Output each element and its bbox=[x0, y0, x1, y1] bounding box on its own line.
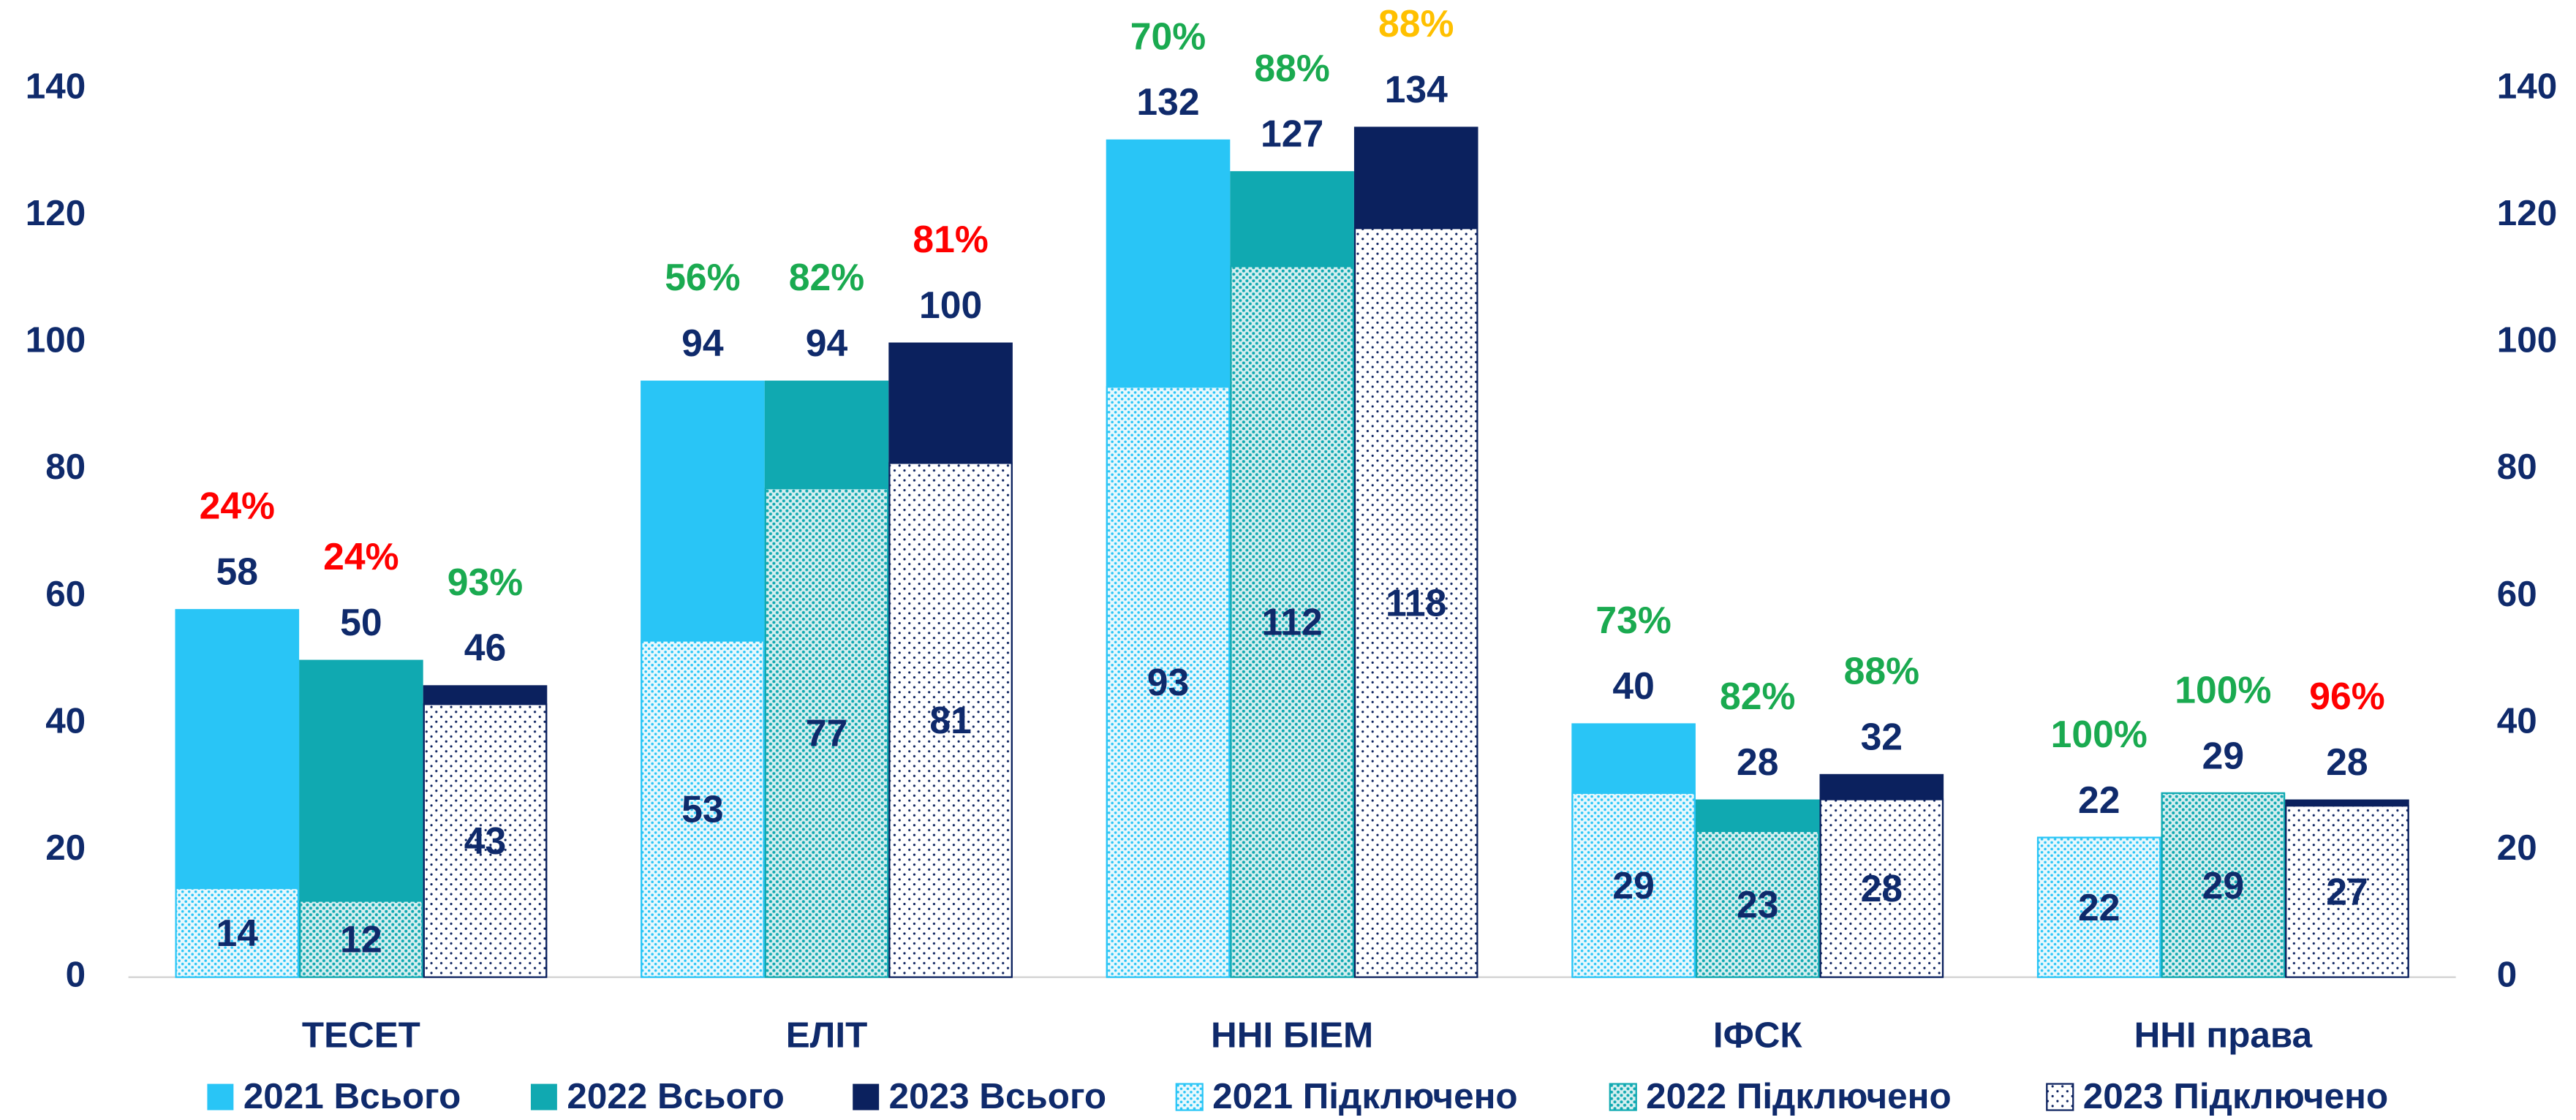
legend-label: 2023 Підключено bbox=[2083, 1076, 2388, 1116]
value-label: 29 bbox=[1612, 864, 1654, 907]
value-label: 53 bbox=[681, 788, 723, 830]
value-label: 112 bbox=[1261, 601, 1322, 643]
y-tick-label: 20 bbox=[45, 828, 86, 868]
value-label: 14 bbox=[216, 912, 259, 954]
x-tick-label: ІФСК bbox=[1713, 1015, 1803, 1056]
percent-label: 88% bbox=[1254, 47, 1329, 89]
y2-tick-label: 40 bbox=[2497, 700, 2537, 741]
value-label: 27 bbox=[2326, 871, 2368, 913]
percent-label: 82% bbox=[1720, 675, 1795, 717]
connected-bar bbox=[1353, 227, 1478, 978]
value-label: 23 bbox=[1737, 883, 1778, 926]
connected-bar bbox=[1106, 386, 1231, 978]
y2-tick-label: 100 bbox=[2497, 320, 2557, 360]
y2-tick-label: 140 bbox=[2497, 66, 2557, 106]
legend-label: 2021 Підключено bbox=[1212, 1076, 1517, 1116]
percent-label: 82% bbox=[789, 256, 864, 298]
percent-label: 24% bbox=[200, 485, 275, 527]
value-label: 12 bbox=[340, 918, 382, 961]
legend-swatch bbox=[1609, 1083, 1637, 1111]
percent-label: 100% bbox=[2051, 713, 2148, 755]
percent-label: 96% bbox=[2309, 675, 2384, 717]
legend-label: 2021 Всього bbox=[243, 1076, 461, 1116]
value-label: 22 bbox=[2078, 886, 2120, 928]
value-label: 94 bbox=[681, 322, 724, 364]
x-tick-label: ЕЛІТ bbox=[786, 1015, 868, 1056]
value-label: 93 bbox=[1147, 661, 1189, 703]
legend-label: 2023 Всього bbox=[889, 1076, 1106, 1116]
connected-bar bbox=[1230, 265, 1354, 978]
value-label: 118 bbox=[1386, 582, 1446, 624]
y-tick-label: 140 bbox=[26, 66, 86, 106]
connected-bar bbox=[299, 900, 423, 978]
connected-bar bbox=[2036, 836, 2161, 978]
y-tick-label: 40 bbox=[45, 700, 86, 741]
y-tick-label: 120 bbox=[26, 193, 86, 233]
x-tick-label: ННІ БІЕМ bbox=[1211, 1015, 1373, 1056]
percent-label: 88% bbox=[1378, 2, 1454, 45]
value-label: 28 bbox=[2326, 741, 2368, 783]
y2-tick-label: 60 bbox=[2497, 574, 2537, 614]
value-label: 32 bbox=[1861, 715, 1903, 757]
value-label: 46 bbox=[464, 627, 506, 669]
value-label: 29 bbox=[2202, 734, 2244, 776]
percent-label: 56% bbox=[665, 256, 740, 298]
connected-bar bbox=[423, 703, 548, 978]
y2-tick-label: 0 bbox=[2497, 955, 2517, 995]
percent-label: 73% bbox=[1595, 599, 1671, 641]
legend-label: 2022 Всього bbox=[567, 1076, 784, 1116]
connected-bar bbox=[2285, 805, 2409, 978]
value-label: 29 bbox=[2202, 864, 2244, 907]
value-label: 132 bbox=[1136, 80, 1199, 123]
connected-bar bbox=[764, 488, 889, 978]
connected-bar bbox=[1571, 792, 1696, 978]
y-tick-label: 0 bbox=[66, 955, 86, 995]
y2-tick-label: 80 bbox=[2497, 447, 2537, 487]
value-label: 28 bbox=[1861, 867, 1903, 909]
legend-swatch bbox=[207, 1083, 234, 1110]
value-label: 100 bbox=[919, 284, 982, 326]
connected-bar bbox=[175, 887, 300, 978]
value-label: 22 bbox=[2078, 779, 2120, 821]
value-label: 50 bbox=[340, 601, 382, 643]
percent-label: 81% bbox=[913, 218, 988, 260]
legend-swatch bbox=[530, 1083, 557, 1110]
percent-label: 100% bbox=[2175, 668, 2271, 711]
value-label: 58 bbox=[216, 550, 258, 593]
x-tick-label: ННІ права bbox=[2134, 1015, 2313, 1056]
y2-tick-label: 120 bbox=[2497, 193, 2557, 233]
value-label: 94 bbox=[806, 322, 848, 364]
value-label: 81 bbox=[929, 699, 971, 741]
connected-bar bbox=[641, 640, 765, 978]
percent-label: 88% bbox=[1844, 649, 1919, 692]
value-label: 77 bbox=[806, 712, 847, 754]
value-label: 28 bbox=[1737, 741, 1778, 783]
legend-label: 2022 Підключено bbox=[1646, 1076, 1951, 1116]
connected-bar bbox=[2161, 792, 2286, 978]
y-tick-label: 100 bbox=[26, 320, 86, 360]
percent-label: 93% bbox=[447, 561, 523, 603]
y-tick-label: 80 bbox=[45, 447, 86, 487]
legend-swatch bbox=[2046, 1083, 2074, 1111]
x-tick-label: ТЕСЕТ bbox=[302, 1015, 420, 1056]
value-label: 43 bbox=[464, 820, 506, 862]
value-label: 127 bbox=[1261, 113, 1323, 155]
y2-tick-label: 20 bbox=[2497, 828, 2537, 868]
legend-swatch bbox=[853, 1083, 880, 1110]
connected-bar bbox=[888, 462, 1013, 978]
value-label: 40 bbox=[1612, 665, 1654, 707]
connected-bar bbox=[1819, 798, 1944, 978]
connected-bar bbox=[1695, 830, 1820, 978]
value-label: 134 bbox=[1385, 68, 1448, 110]
percent-label: 24% bbox=[323, 535, 399, 578]
legend-swatch bbox=[1175, 1083, 1204, 1111]
y-tick-label: 60 bbox=[45, 574, 86, 614]
percent-label: 70% bbox=[1130, 15, 1206, 57]
